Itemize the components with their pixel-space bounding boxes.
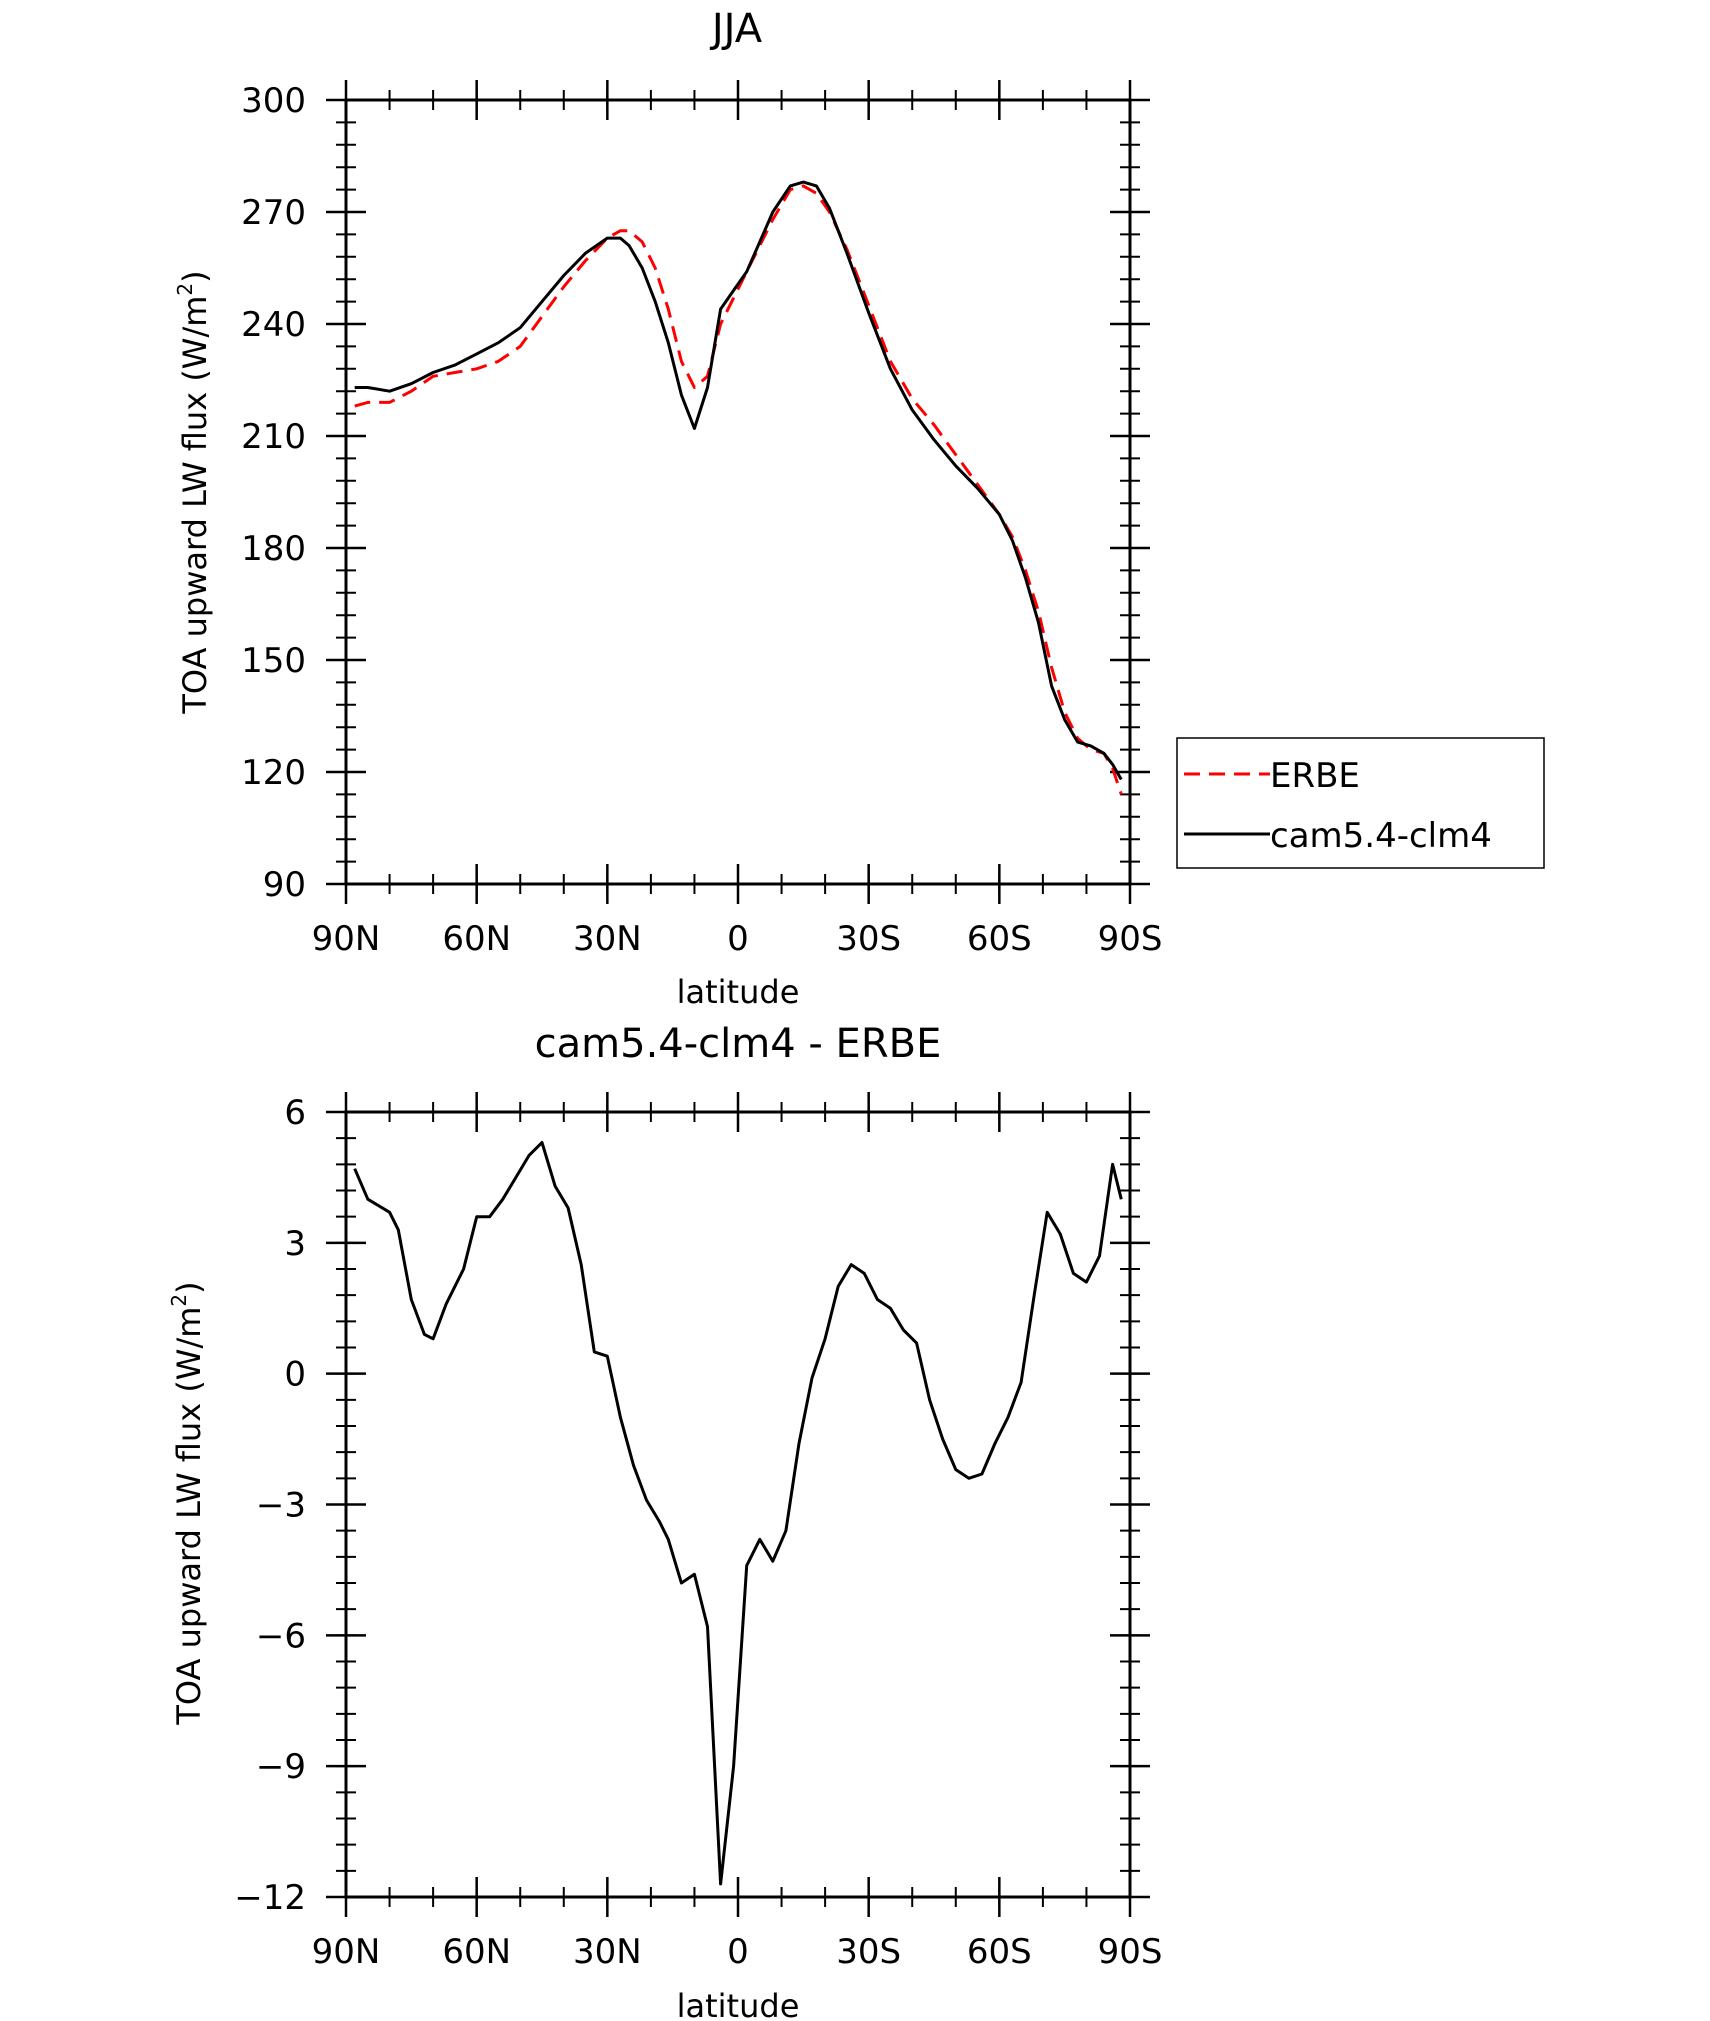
legend: ERBE cam5.4-clm4 (1176, 737, 1545, 869)
bottom-panel-ticks: −12 −9 −6 −3 0 3 6 90N 60N 30N 0 30S 60S 90S (234, 1092, 1162, 1972)
top-panel-ticks: 90 120 150 180 210 240 270 300 90N 60N 30N 0 30S 60S 9… (241, 80, 1162, 959)
bottom-x-tick-label: 30N (573, 1932, 642, 1972)
top-y-axis-title-main: TOA upward LW flux (W/m (176, 296, 214, 715)
bottom-x-tick-label: 60N (442, 1932, 511, 1972)
bottom-y-tick-label: −12 (234, 1878, 306, 1918)
top-plot-frame (344, 98, 1132, 886)
bottom-series-line-difference (353, 1141, 1123, 1886)
bottom-y-tick-label: −6 (256, 1616, 306, 1656)
legend-label-erbe: ERBE (1270, 756, 1360, 796)
top-x-tick-label: 60S (967, 919, 1032, 959)
top-y-tick-label: 120 (241, 753, 306, 793)
bottom-y-tick-label: −9 (256, 1747, 306, 1787)
legend-label-cam: cam5.4-clm4 (1270, 816, 1492, 856)
bottom-y-tick-label: 0 (284, 1355, 306, 1395)
top-x-axis-title: latitude (677, 973, 800, 1011)
top-series-line-cam5-4-clm4 (354, 180, 1123, 781)
top-y-tick-label: 180 (241, 529, 306, 569)
top-panel: JJA 90 120 150 180 210 240 270 300 90N 60N 30N 0 30S… (173, 6, 1545, 1011)
top-panel-title: JJA (709, 6, 763, 52)
top-y-tick-label: 240 (241, 305, 306, 345)
bottom-y-axis-title: TOA upward LW flux (W/m2) (167, 1281, 208, 1725)
bottom-panel: cam5.4-clm4 - ERBE −12 −9 −6 −3 0 3 6 90N 60N 30N… (167, 1021, 1162, 2021)
bottom-y-axis-title-superscript: 2 (167, 1294, 191, 1307)
top-panel-series (354, 180, 1123, 795)
bottom-x-tick-label: 0 (727, 1932, 749, 1972)
bottom-y-tick-label: 6 (284, 1093, 306, 1133)
bottom-x-tick-label: 30S (836, 1932, 901, 1972)
top-y-axis-title: TOA upward LW flux (W/m2) (173, 270, 214, 714)
top-y-tick-label: 150 (241, 641, 306, 681)
bottom-y-tick-label: −3 (256, 1486, 306, 1526)
top-x-tick-label: 90S (1098, 919, 1163, 959)
top-x-tick-label: 30S (836, 919, 901, 959)
bottom-x-tick-label: 60S (967, 1932, 1032, 1972)
top-x-tick-label: 30N (573, 919, 642, 959)
top-y-tick-label: 300 (241, 81, 306, 121)
top-x-tick-label: 0 (727, 919, 749, 959)
top-x-tick-label: 90N (312, 919, 381, 959)
bottom-y-axis-title-close: ) (170, 1281, 208, 1293)
bottom-plot-frame (344, 1110, 1132, 1899)
top-x-tick-label: 60N (442, 919, 511, 959)
top-y-tick-label: 210 (241, 417, 306, 457)
bottom-x-tick-label: 90N (312, 1932, 381, 1972)
bottom-y-tick-label: 3 (284, 1224, 306, 1264)
bottom-y-axis-title-main: TOA upward LW flux (W/m (170, 1307, 208, 1726)
top-y-tick-label: 90 (263, 865, 306, 905)
legend-box (1176, 737, 1545, 869)
top-y-axis-title-superscript: 2 (173, 283, 197, 296)
bottom-panel-series (353, 1141, 1123, 1886)
bottom-panel-title: cam5.4-clm4 - ERBE (535, 1021, 942, 1067)
top-series-line-erbe (354, 184, 1123, 795)
bottom-x-axis-title: latitude (677, 1987, 800, 2021)
top-y-tick-label: 270 (241, 193, 306, 233)
top-y-axis-title-close: ) (176, 270, 214, 282)
bottom-x-tick-label: 90S (1098, 1932, 1163, 1972)
